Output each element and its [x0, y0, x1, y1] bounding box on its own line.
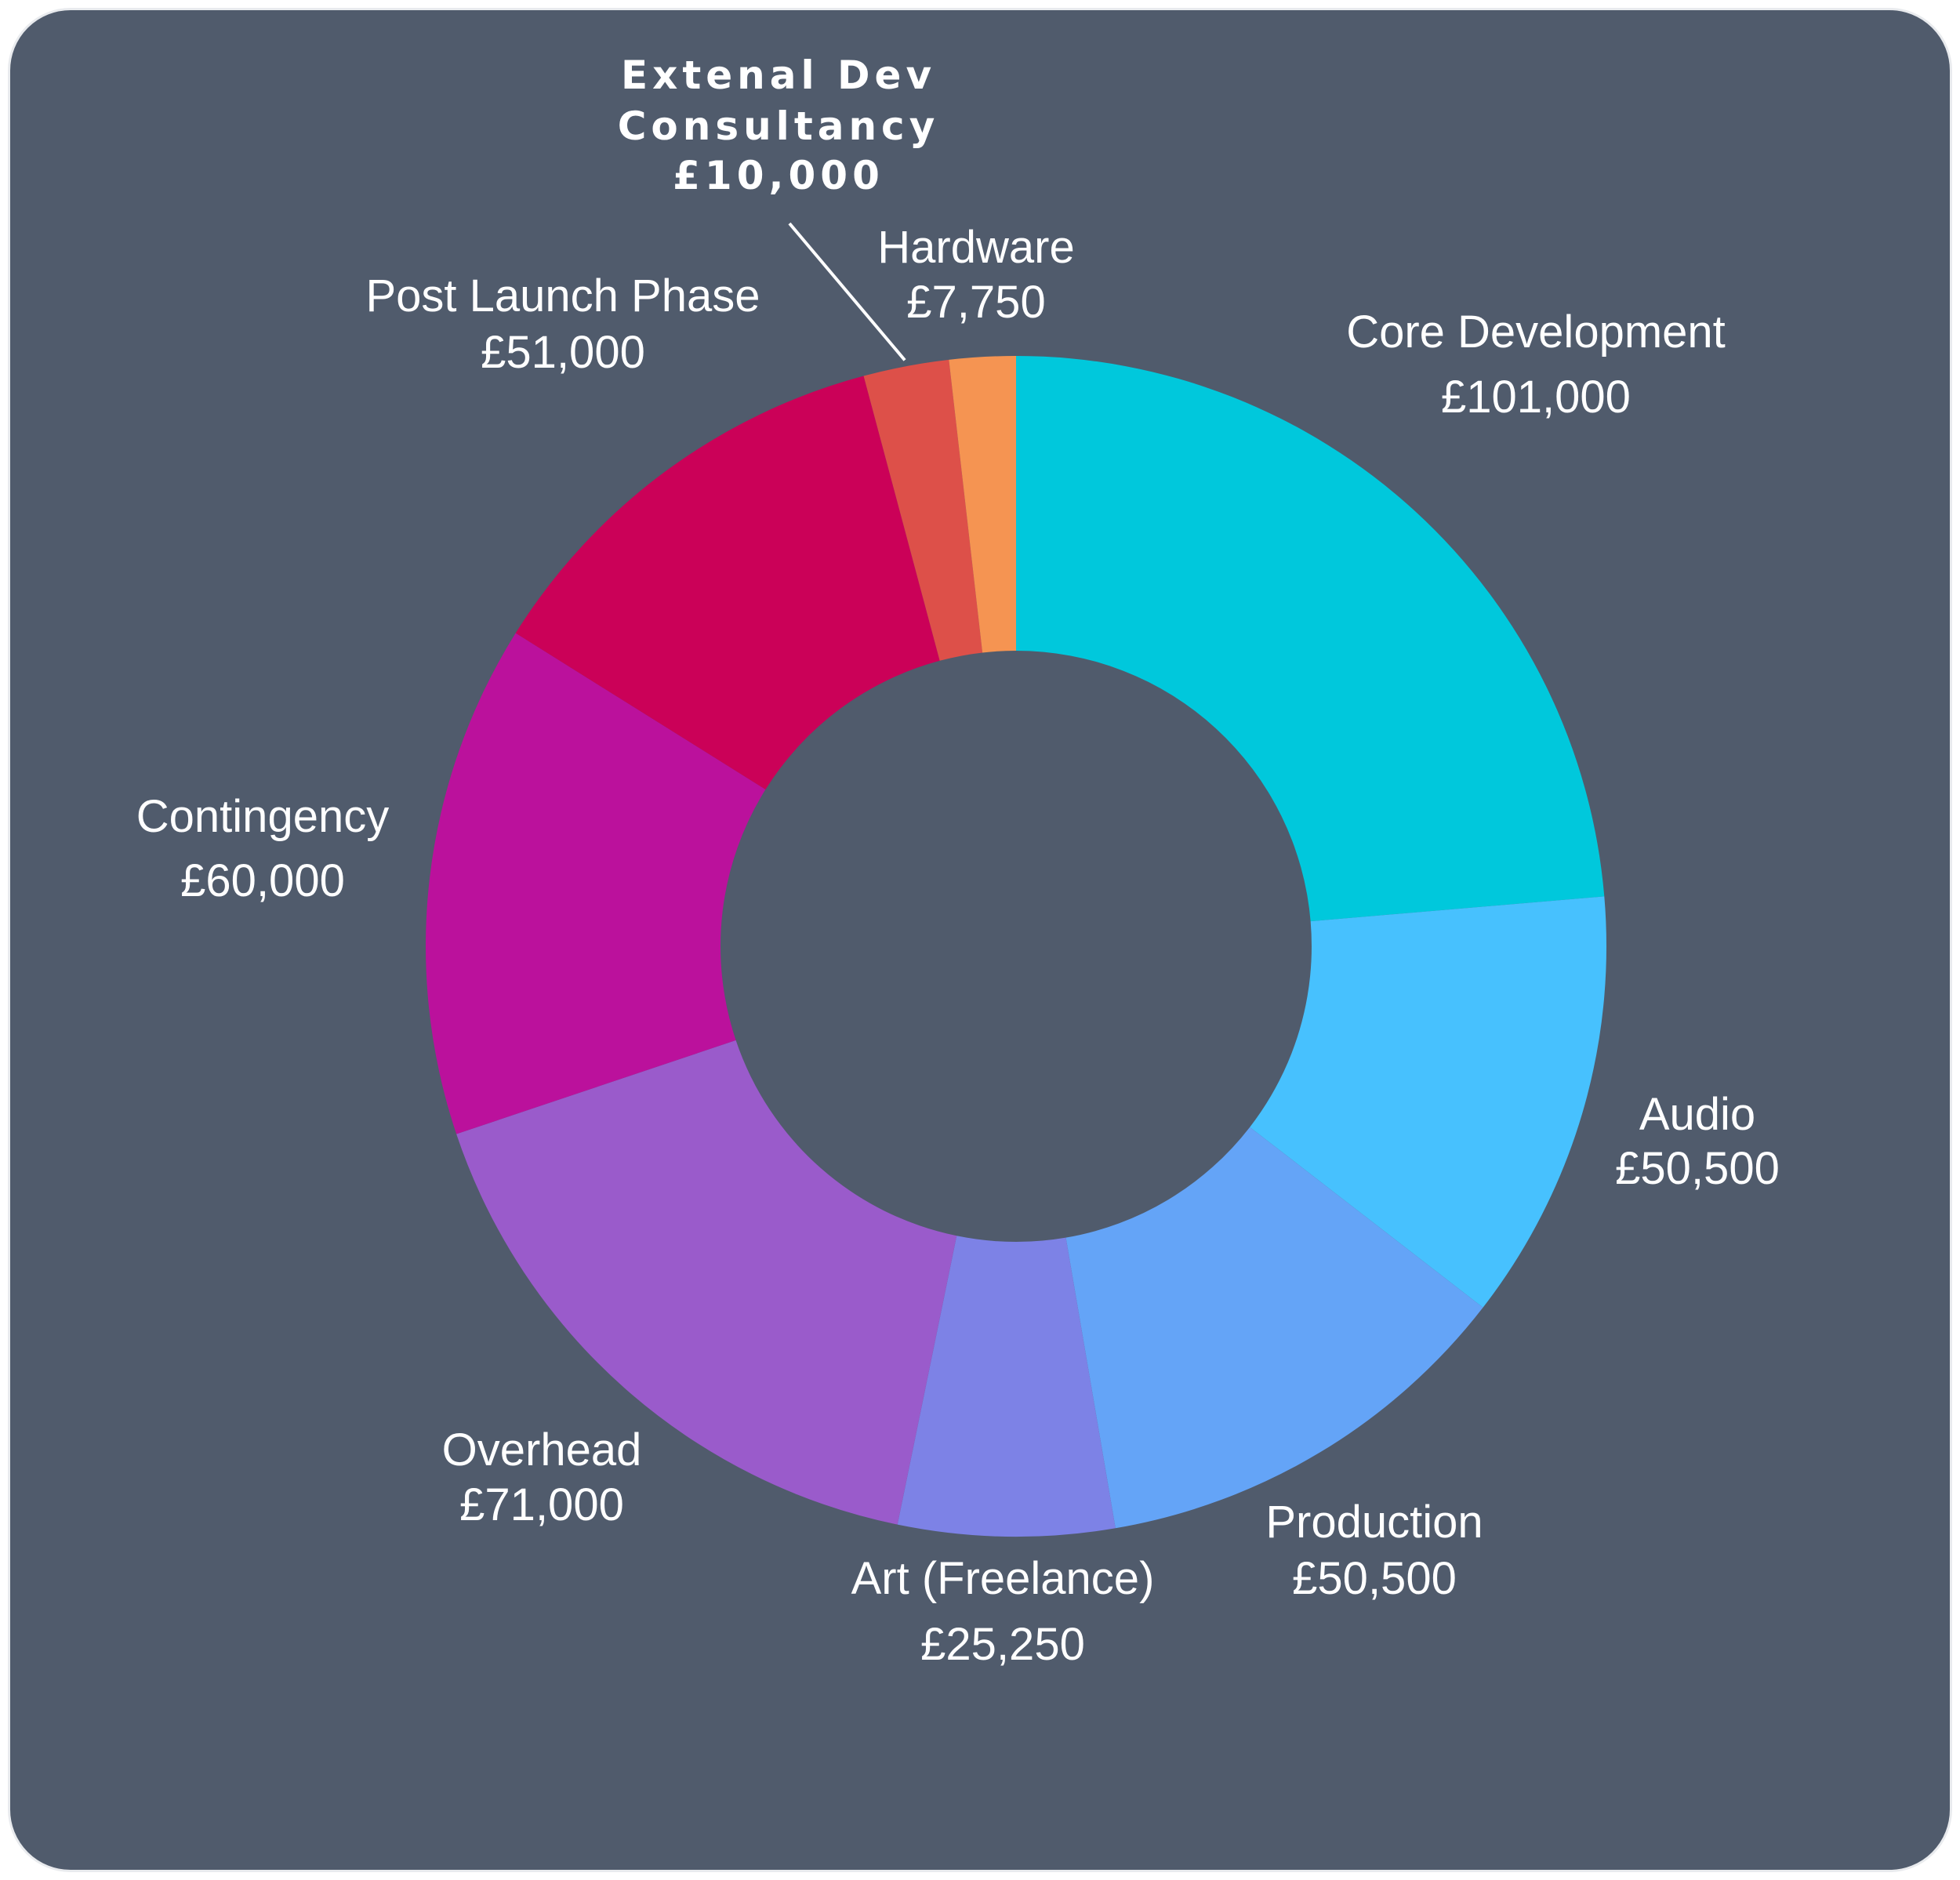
donut-chart: Core Development £101,000 Audio £50,500 … — [136, 53, 1780, 1670]
slice-core-development — [1016, 356, 1605, 922]
leader-line-external-dev — [788, 222, 906, 361]
slice-label-hardware: Hardware — [877, 222, 1074, 273]
slice-label-external-dev-line2: Consultancy — [618, 103, 940, 149]
slice-value-overhead: £71,000 — [459, 1479, 624, 1530]
slice-value-post-launch-phase: £51,000 — [481, 327, 645, 378]
slice-production — [1065, 1127, 1483, 1529]
slice-value-contingency: £60,000 — [180, 855, 345, 906]
slice-value-core-development: £101,000 — [1441, 372, 1631, 423]
slice-label-contingency: Contingency — [136, 791, 389, 842]
chart-card: Core Development £101,000 Audio £50,500 … — [8, 8, 1952, 1872]
slice-label-post-launch-phase: Post Launch Phase — [365, 270, 760, 321]
donut-slices — [426, 356, 1606, 1537]
slice-audio — [1250, 896, 1606, 1308]
slice-value-external-dev: £10,000 — [673, 153, 884, 198]
slice-extenal-dev-consultancy — [863, 359, 983, 661]
slice-art-freelance — [897, 1236, 1116, 1537]
slice-label-production: Production — [1265, 1497, 1483, 1548]
slice-post-launch-phase — [515, 376, 940, 790]
leader-lines — [788, 222, 906, 361]
slice-contingency — [426, 633, 766, 1134]
slice-label-audio: Audio — [1639, 1089, 1755, 1140]
slice-value-hardware: £7,750 — [906, 277, 1045, 328]
slice-hardware — [949, 356, 1016, 653]
slice-label-core-development: Core Development — [1346, 307, 1726, 357]
slice-label-external-dev-line1: Extenal Dev — [621, 53, 936, 98]
slice-value-production: £50,500 — [1292, 1553, 1457, 1604]
slice-value-art-freelance: £25,250 — [920, 1619, 1085, 1670]
slice-label-overhead: Overhead — [442, 1425, 642, 1475]
slice-value-audio: £50,500 — [1615, 1143, 1780, 1194]
slice-overhead — [456, 1040, 957, 1525]
slice-label-art-freelance: Art (Freelance) — [851, 1553, 1155, 1604]
